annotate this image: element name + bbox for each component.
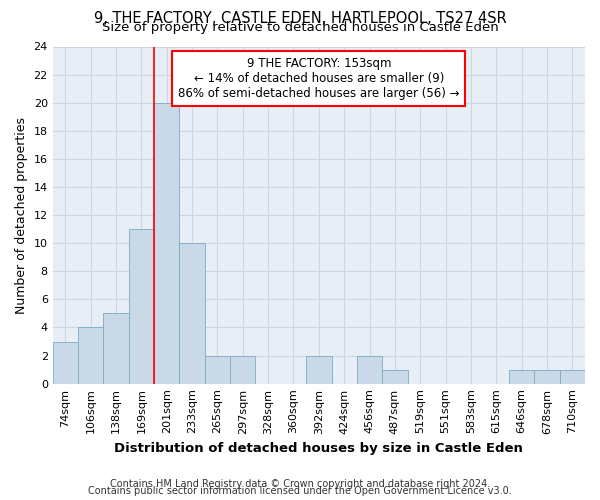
- Bar: [179, 243, 205, 384]
- Y-axis label: Number of detached properties: Number of detached properties: [15, 116, 28, 314]
- Bar: [560, 370, 585, 384]
- Bar: [230, 356, 256, 384]
- Text: Contains public sector information licensed under the Open Government Licence v3: Contains public sector information licen…: [88, 486, 512, 496]
- Text: Size of property relative to detached houses in Castle Eden: Size of property relative to detached ho…: [101, 21, 499, 34]
- Bar: [78, 328, 103, 384]
- Bar: [509, 370, 535, 384]
- Text: 9 THE FACTORY: 153sqm
← 14% of detached houses are smaller (9)
86% of semi-detac: 9 THE FACTORY: 153sqm ← 14% of detached …: [178, 56, 460, 100]
- Bar: [357, 356, 382, 384]
- Bar: [306, 356, 332, 384]
- Bar: [129, 229, 154, 384]
- Bar: [154, 102, 179, 384]
- Bar: [103, 314, 129, 384]
- X-axis label: Distribution of detached houses by size in Castle Eden: Distribution of detached houses by size …: [115, 442, 523, 455]
- Text: 9, THE FACTORY, CASTLE EDEN, HARTLEPOOL, TS27 4SR: 9, THE FACTORY, CASTLE EDEN, HARTLEPOOL,…: [94, 11, 506, 26]
- Bar: [53, 342, 78, 384]
- Bar: [535, 370, 560, 384]
- Text: Contains HM Land Registry data © Crown copyright and database right 2024.: Contains HM Land Registry data © Crown c…: [110, 479, 490, 489]
- Bar: [205, 356, 230, 384]
- Bar: [382, 370, 407, 384]
